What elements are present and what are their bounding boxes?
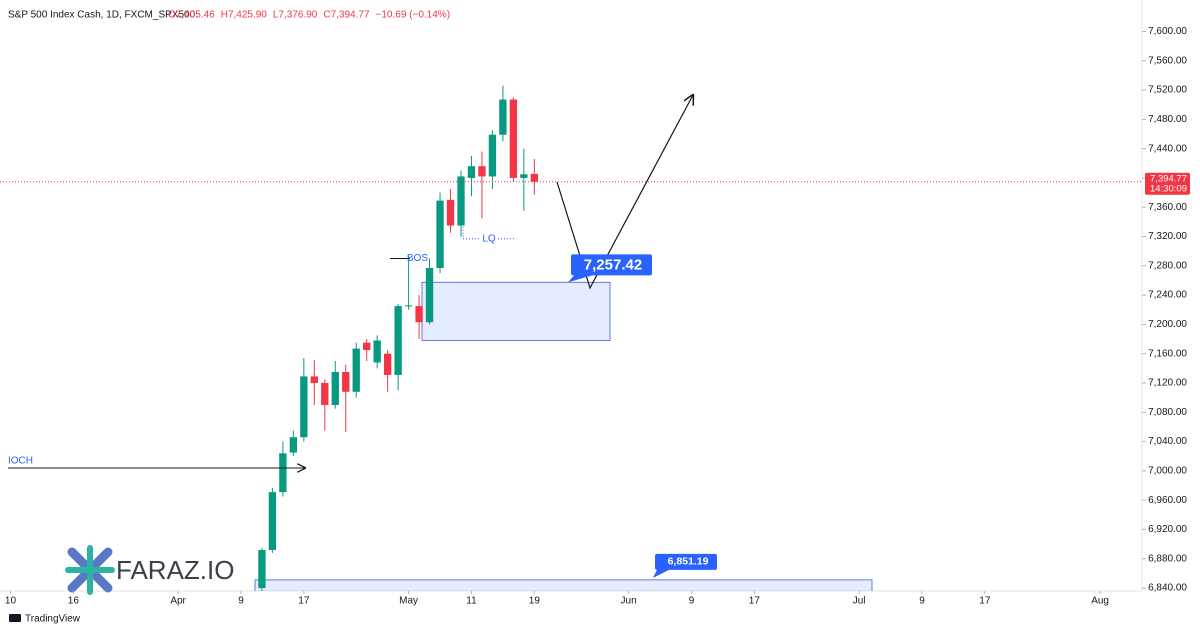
candle-body [342,372,350,392]
ohlc-value: C7,394.77 [323,10,370,21]
x-tick-label: Jul [853,596,866,607]
ohlc-legend: O7,405.46 H7,425.90 L7,376.90 C7,394.77 −10.… [168,10,450,21]
last-price-label: 7,394.77 [1150,173,1187,184]
lq-label: LQ [482,233,496,244]
y-tick-label: 7,080.00 [1148,407,1187,418]
watermark: TradingView [9,614,81,625]
candle-body [520,174,528,178]
x-tick-label: 17 [298,596,310,607]
y-tick-label: 7,280.00 [1148,260,1187,271]
y-tick-label: 6,920.00 [1148,524,1187,535]
candle-body [467,166,476,178]
y-tick-label: 7,480.00 [1148,114,1187,125]
plot-area [254,85,873,591]
candle-body [425,268,434,323]
watermark-text: TradingView [25,614,81,625]
candle-body [457,176,465,226]
y-tick-label: 7,320.00 [1148,231,1187,242]
candle-body [258,549,266,589]
logo: FARAZ.IO [65,545,234,595]
x-tick-label: Aug [1091,596,1109,607]
y-tick-label: 7,360.00 [1148,202,1187,213]
zone-label-box [653,553,717,578]
ohlc-value: O7,405.46 [168,10,215,21]
x-tick-label: 17 [749,596,761,607]
y-tick-label: 7,440.00 [1148,143,1187,154]
candle-body [383,353,392,375]
y-tick-label: 6,880.00 [1148,553,1187,564]
candle-body [363,342,371,351]
y-tick-label: 7,240.00 [1148,290,1187,301]
candle-body [373,340,381,363]
zone-label-box [568,254,652,283]
candle-body [509,99,518,178]
x-tick-label: Apr [170,596,186,607]
lq-line [462,226,480,240]
last-price-tag [1145,172,1190,195]
x-tick-label: 16 [68,596,80,607]
x-tick-label: 9 [689,596,695,607]
candle-body [394,306,402,375]
y-tick-label: 7,120.00 [1148,378,1187,389]
x-tick-label: 9 [919,596,925,607]
candle-body [289,437,298,453]
candle-body [268,492,277,550]
candle-body [488,134,497,177]
x-tick-label: 9 [238,596,244,607]
y-tick-label: 7,520.00 [1148,85,1187,96]
x-tick-label: 10 [5,596,17,607]
candle-body [321,382,329,405]
demand-zone [421,281,611,342]
candle-body [310,376,318,383]
ohlc-value: H7,425.90 [221,10,268,21]
ohlc-value: L7,376.90 [273,10,318,21]
candle-body [530,173,538,182]
chart-title: S&P 500 Index Cash, 1D, FXCM_SPX500 [8,10,196,21]
candle-body [415,306,423,323]
y-tick-label: 7,560.00 [1148,55,1187,66]
candle-body [331,372,339,405]
candle-body [446,199,455,226]
y-tick-label: 7,000.00 [1148,466,1187,477]
y-tick-label: 7,200.00 [1148,319,1187,330]
candle-body [404,305,413,307]
candle-body [436,200,444,269]
ioch-label: IOCH [8,456,33,467]
x-tick-label: 17 [979,596,991,607]
y-tick-label: 6,840.00 [1148,583,1187,594]
y-tick-label: 7,040.00 [1148,436,1187,447]
projection-arrow [556,95,693,290]
x-tick-label: 11 [466,596,477,607]
y-tick-label: 7,160.00 [1148,348,1187,359]
candle-body [279,453,287,493]
countdown: 14:30:09 [1150,183,1187,194]
zone-label: 7,257.42 [584,256,642,273]
zone-label: 6,851.19 [668,556,709,568]
candle-body [478,166,486,177]
candle-body [499,99,507,135]
x-tick-label: May [399,596,418,607]
candle-body [300,376,308,438]
y-tick-label: 7,600.00 [1148,26,1187,37]
candle-body [352,348,360,392]
logo-text: FARAZ.IO [116,555,234,585]
x-tick-label: 19 [529,596,541,607]
x-tick-label: Jun [621,596,637,607]
demand-zone [254,579,873,591]
ohlc-value: −10.69 (−0.14%) [376,10,451,21]
y-tick-label: 6,960.00 [1148,495,1187,506]
bos-label: BOS [407,253,428,264]
